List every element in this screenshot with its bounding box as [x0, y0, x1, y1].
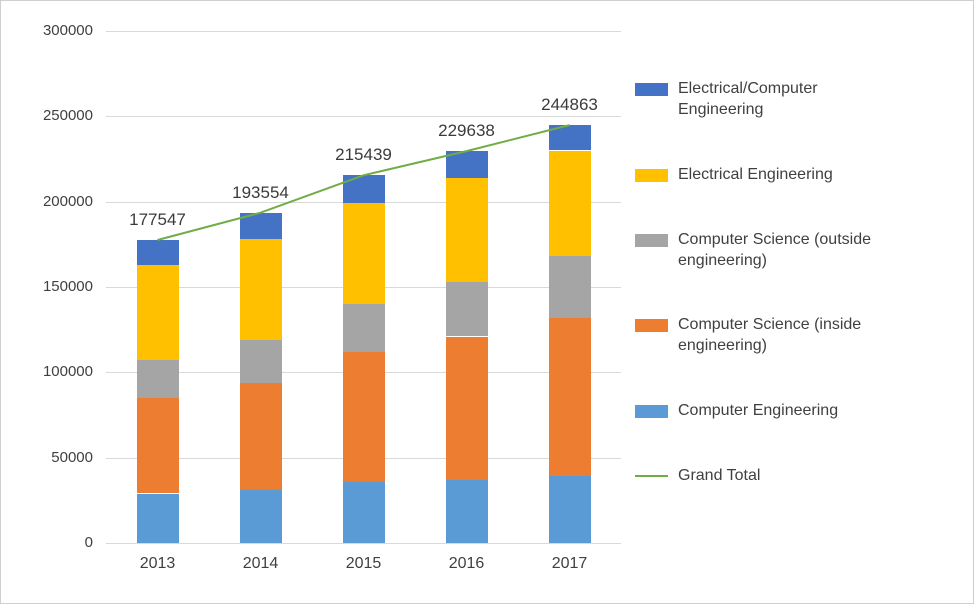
- legend-item: Computer Science (inside engineering): [635, 315, 960, 357]
- bar-segment: [136, 264, 179, 361]
- y-tick-label: 150000: [42, 278, 93, 295]
- legend-item: Computer Engineering: [635, 401, 960, 422]
- y-tick-label: 100000: [42, 363, 93, 381]
- legend-label: Electrical/Computer Engineering: [678, 80, 818, 118]
- bar-segment: [342, 481, 385, 543]
- total-data-label: 177547: [129, 210, 186, 229]
- plot-area: [106, 31, 621, 544]
- gridline: [106, 543, 621, 544]
- legend-color-swatch: [635, 319, 668, 333]
- bar-segment: [342, 351, 385, 482]
- bar-segment: [445, 177, 488, 282]
- bar-segment: [548, 476, 591, 543]
- bar-segment: [445, 151, 488, 178]
- legend-label: Grand Total: [678, 467, 761, 485]
- bar-segment: [445, 281, 488, 337]
- legend: Electrical/Computer Engineering Electrica…: [635, 79, 960, 487]
- legend-label: Computer Engineering: [678, 402, 839, 420]
- total-data-label: 215439: [335, 145, 392, 165]
- legend-item: Computer Science (outside engineering): [635, 230, 960, 272]
- total-data-label: 244863: [541, 95, 598, 115]
- bar-segment: [445, 336, 488, 480]
- legend-label: Computer Science (outside engineering): [678, 230, 871, 269]
- legend-line-swatch: [635, 475, 668, 478]
- x-tick-label: 2015: [345, 555, 382, 572]
- legend-label: Computer Science (inside engineering): [678, 316, 862, 355]
- y-tick-label: 250000: [42, 107, 93, 125]
- bar-segment: [342, 304, 385, 352]
- bar-segment: [342, 203, 385, 305]
- bar-segment: [136, 360, 179, 398]
- bar-segment: [136, 397, 179, 494]
- x-tick-label: 2016: [448, 555, 485, 572]
- bar-segment: [239, 382, 282, 491]
- bar-segment: [548, 256, 591, 318]
- bar-segment: [239, 339, 282, 383]
- x-tick-label: 2014: [242, 555, 279, 572]
- bar-segment: [239, 239, 282, 340]
- y-tick-label: 0: [84, 534, 93, 551]
- legend-color-swatch: [635, 168, 668, 182]
- legend-color-swatch: [635, 83, 668, 96]
- bar-segment: [239, 490, 282, 543]
- legend-label: Electrical Engineering: [678, 165, 833, 183]
- bar-segment: [136, 240, 179, 265]
- total-data-label: 193554: [232, 182, 289, 202]
- legend-color-swatch: [635, 233, 668, 247]
- gridline: [106, 31, 621, 32]
- legend-item: Electrical Engineering: [635, 165, 960, 186]
- bar-segment: [136, 493, 179, 543]
- x-tick-label: 2017: [551, 555, 588, 572]
- y-tick-label: 50000: [51, 448, 93, 466]
- legend-item: Grand Total: [635, 466, 960, 487]
- legend-item: Electrical/Computer Engineering: [635, 79, 960, 121]
- bar-segment: [548, 317, 591, 477]
- x-tick-label: 2013: [139, 555, 176, 572]
- gridline: [106, 116, 621, 118]
- legend-color-swatch: [635, 405, 668, 419]
- bar-segment: [548, 150, 591, 257]
- y-tick-label: 200000: [42, 192, 93, 210]
- grand-total-line: [157, 124, 570, 241]
- bar-segment: [445, 479, 488, 543]
- y-tick-label: 300000: [42, 22, 93, 39]
- total-data-label: 229638: [438, 121, 495, 141]
